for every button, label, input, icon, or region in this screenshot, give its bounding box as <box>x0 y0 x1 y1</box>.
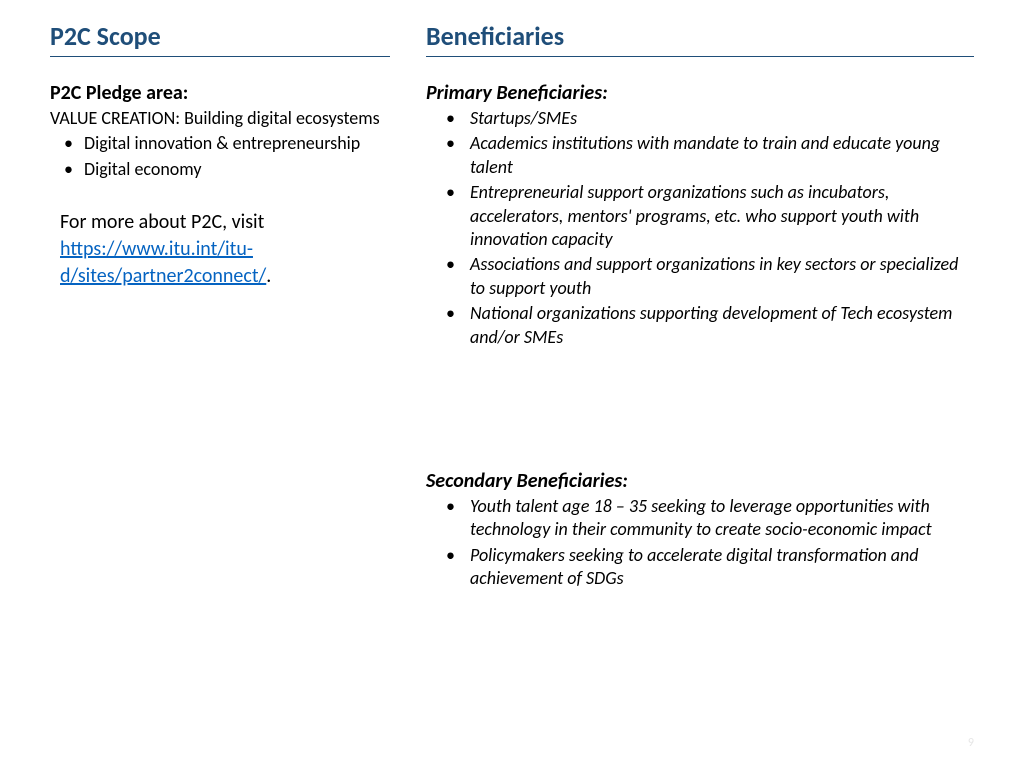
secondary-list: Youth talent age 18 – 35 seeking to leve… <box>426 495 974 591</box>
more-info-suffix: . <box>266 264 271 288</box>
more-info-block: For more about P2C, visit https://www.it… <box>60 209 390 290</box>
scope-title: P2C Scope <box>50 20 390 57</box>
pledge-subheading: VALUE CREATION: Building digital ecosyst… <box>50 107 390 130</box>
list-item: Digital economy <box>50 158 390 181</box>
pledge-heading: P2C Pledge area: <box>50 81 390 105</box>
primary-heading: Primary Beneficiaries: <box>426 81 974 105</box>
list-item: National organizations supporting develo… <box>426 302 974 349</box>
right-column: Beneficiaries Primary Beneficiaries: Sta… <box>426 20 974 612</box>
pledge-list: Digital innovation & entrepreneurship Di… <box>50 132 390 181</box>
p2c-link[interactable]: https://www.itu.int/itu-d/sites/partner2… <box>60 237 266 288</box>
page-number: 9 <box>968 736 974 750</box>
list-item: Policymakers seeking to accelerate digit… <box>426 544 974 591</box>
left-column: P2C Scope P2C Pledge area: VALUE CREATIO… <box>50 20 390 612</box>
list-item: Entrepreneurial support organizations su… <box>426 181 974 251</box>
primary-list: Startups/SMEs Academics institutions wit… <box>426 107 974 349</box>
beneficiaries-title: Beneficiaries <box>426 20 974 57</box>
list-item: Associations and support organizations i… <box>426 253 974 300</box>
pledge-block: P2C Pledge area: VALUE CREATION: Buildin… <box>50 81 390 181</box>
list-item: Digital innovation & entrepreneurship <box>50 132 390 155</box>
two-column-layout: P2C Scope P2C Pledge area: VALUE CREATIO… <box>50 20 974 612</box>
list-item: Startups/SMEs <box>426 107 974 130</box>
primary-block: Primary Beneficiaries: Startups/SMEs Aca… <box>426 81 974 349</box>
list-item: Academics institutions with mandate to t… <box>426 132 974 179</box>
list-item: Youth talent age 18 – 35 seeking to leve… <box>426 495 974 542</box>
secondary-block: Secondary Beneficiaries: Youth talent ag… <box>426 469 974 591</box>
more-info-prefix: For more about P2C, visit <box>60 210 264 234</box>
secondary-heading: Secondary Beneficiaries: <box>426 469 974 493</box>
